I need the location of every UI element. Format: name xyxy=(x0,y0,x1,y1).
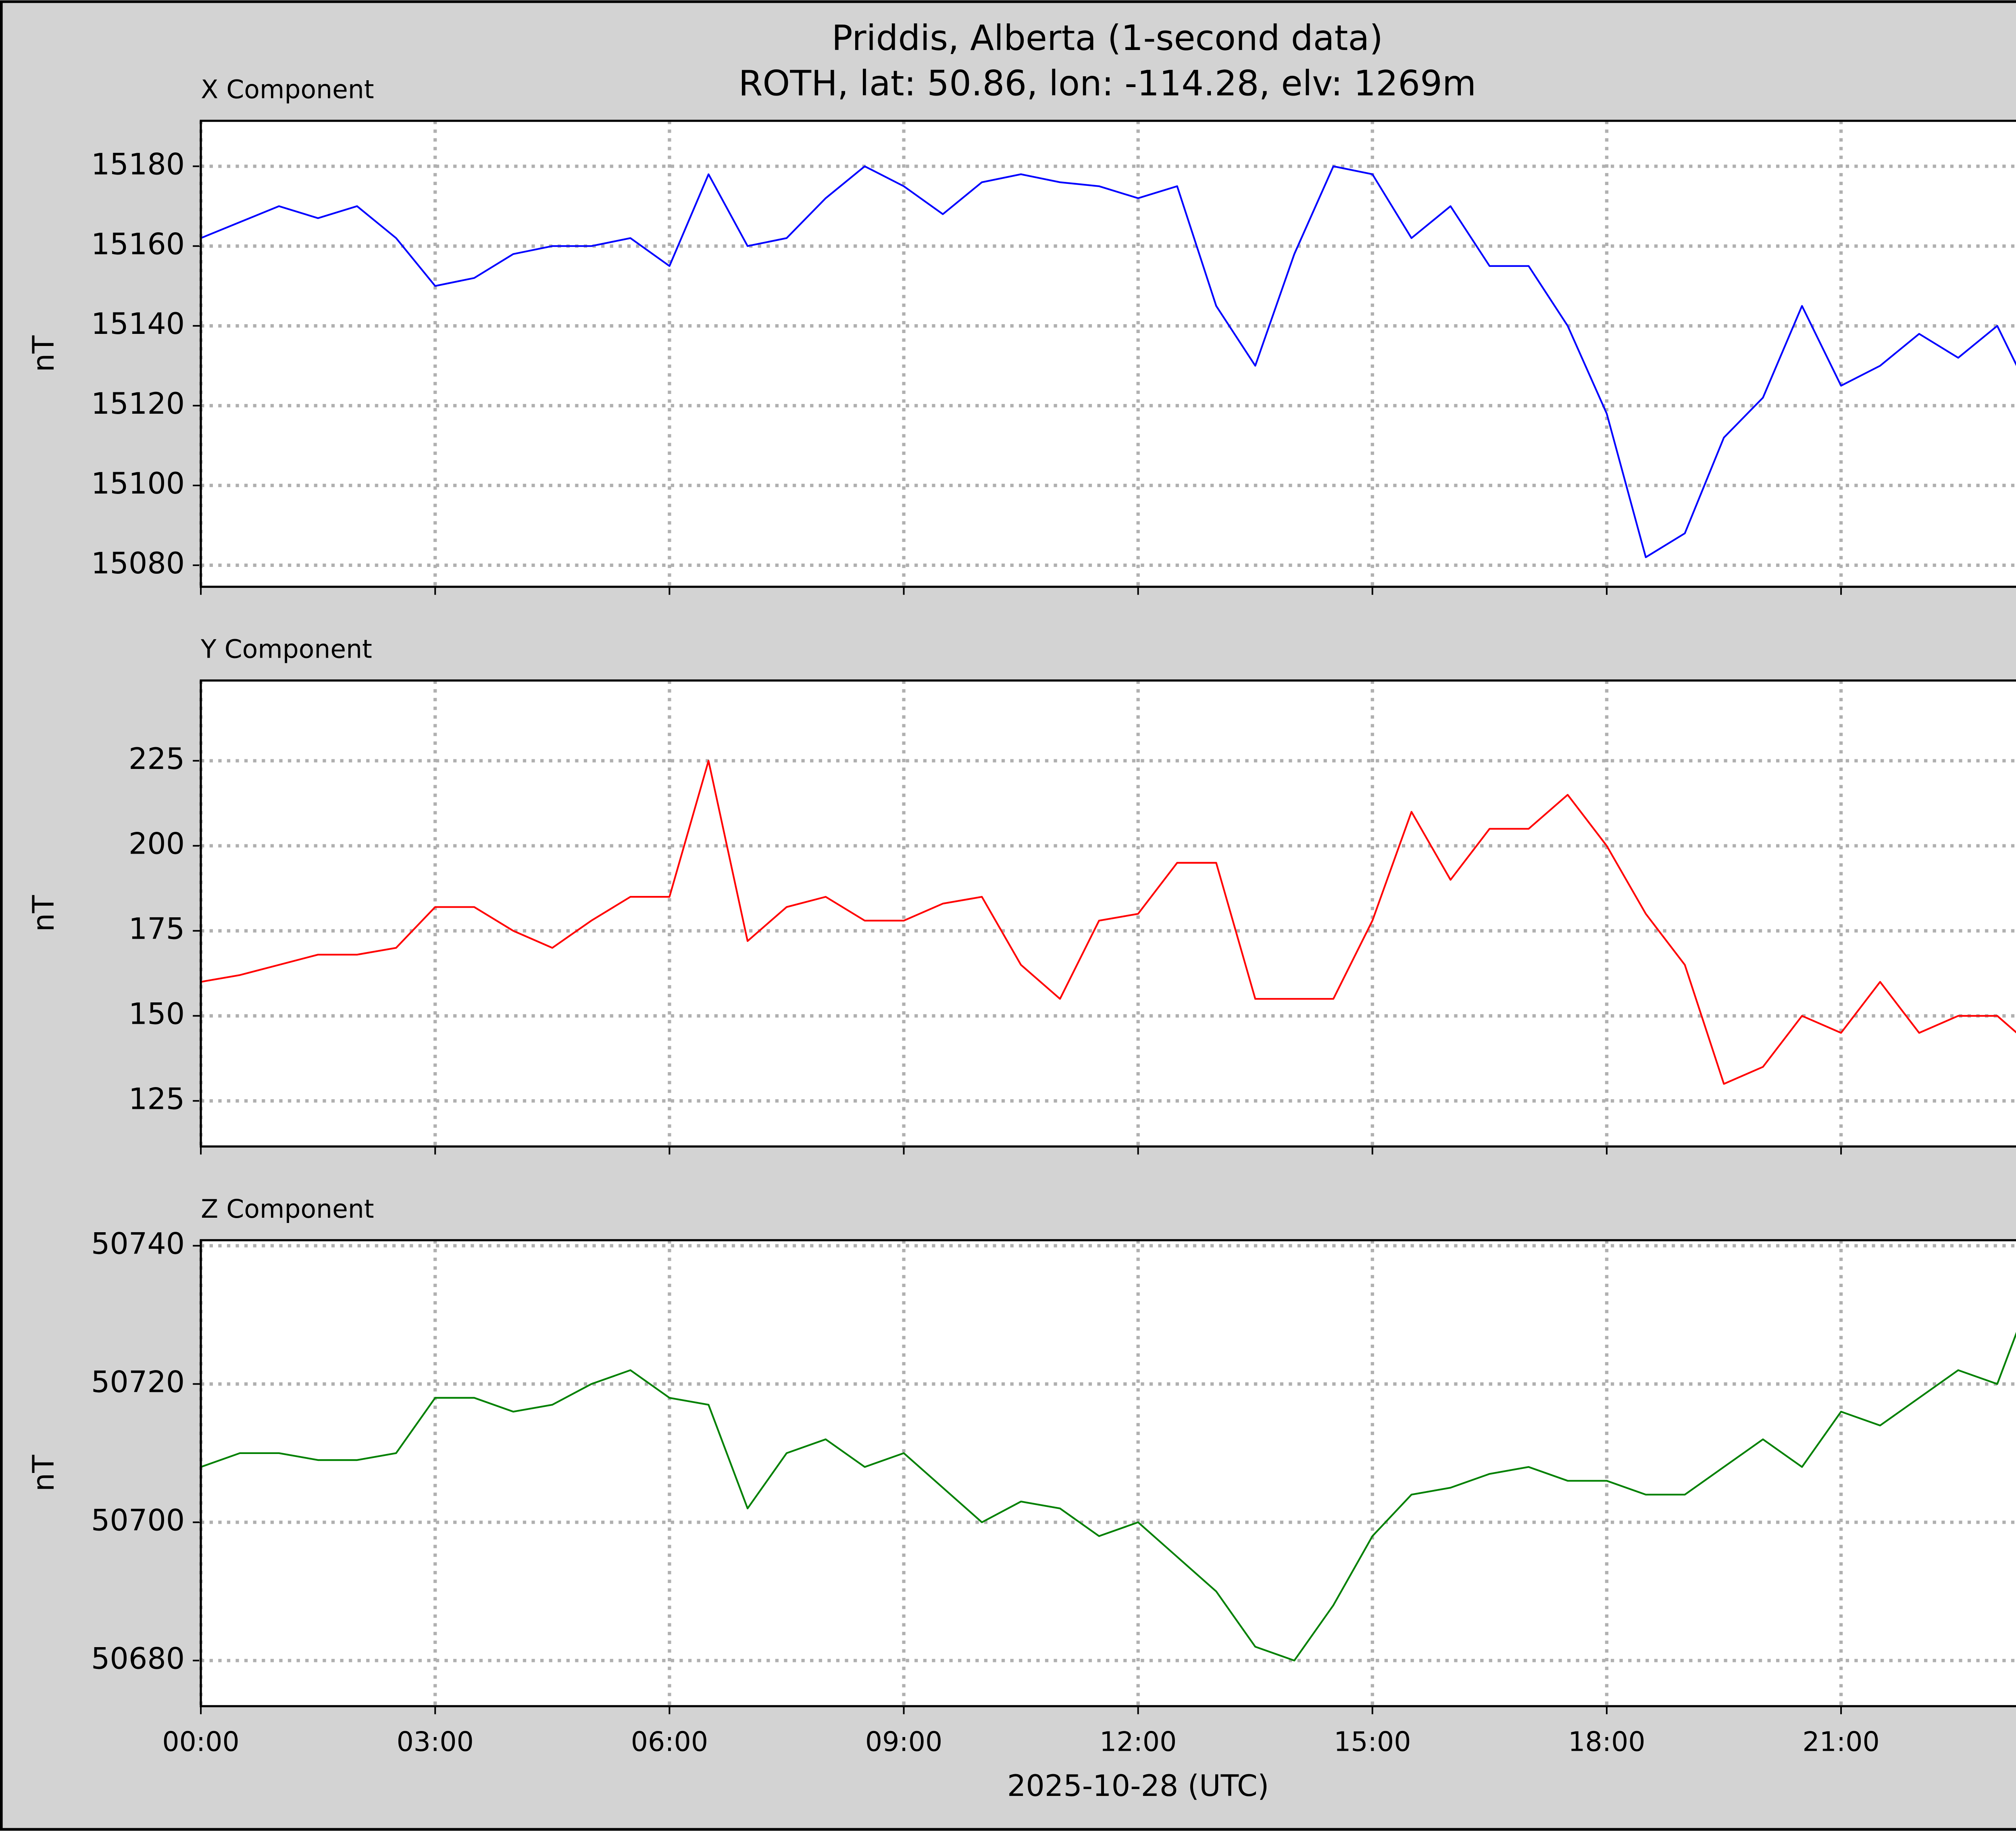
y-tick-label: 15160 xyxy=(91,227,185,261)
plot-frame xyxy=(200,1239,2016,1708)
x-tick-label: 03:00 xyxy=(397,1726,474,1757)
y-tick-label: 15120 xyxy=(91,387,185,421)
y-tick-label: 50740 xyxy=(91,1227,185,1261)
y-tick-label: 225 xyxy=(129,742,185,776)
data-line xyxy=(200,760,2016,1085)
figure-title: Priddis, Alberta (1-second data) xyxy=(832,18,1383,58)
figure-subtitle: ROTH, lat: 50.86, lon: -114.28, elv: 126… xyxy=(738,64,1476,104)
y-tick-label: 15100 xyxy=(91,467,185,501)
y-tick-label: 50700 xyxy=(91,1503,185,1537)
y-tick-label: 15140 xyxy=(91,307,185,341)
x-tick-label: 06:00 xyxy=(631,1726,708,1757)
y-axis-label: nT xyxy=(27,895,61,932)
plot-area xyxy=(201,121,2016,587)
x-tick-label: 21:00 xyxy=(1802,1726,1879,1757)
y-tick-label: 175 xyxy=(129,912,185,946)
y-tick-label: 200 xyxy=(129,827,185,861)
plot-frame xyxy=(200,679,2016,1148)
x-tick-label: 09:00 xyxy=(865,1726,942,1757)
panel-title: Z Component xyxy=(201,1194,374,1224)
x-tick-label: 18:00 xyxy=(1568,1726,1645,1757)
y-tick-label: 15180 xyxy=(91,147,185,181)
data-line xyxy=(200,165,2016,558)
y-tick-label: 50720 xyxy=(91,1365,185,1399)
y-tick-label: 125 xyxy=(129,1082,185,1116)
x-tick-label: 00:00 xyxy=(162,1726,239,1757)
plot-area xyxy=(201,680,2016,1147)
y-axis-label: nT xyxy=(27,335,61,372)
y-axis-label: nT xyxy=(27,1455,61,1491)
panel-title: X Component xyxy=(201,75,374,104)
data-line xyxy=(200,1331,2016,1662)
x-axis-label: 2025-10-28 (UTC) xyxy=(1007,1769,1269,1803)
x-tick-label: 12:00 xyxy=(1100,1726,1177,1757)
plot-area xyxy=(201,1240,2016,1706)
plot-frame xyxy=(200,119,2016,588)
y-tick-label: 50680 xyxy=(91,1641,185,1676)
y-tick-label: 150 xyxy=(129,997,185,1031)
panel-title: Y Component xyxy=(200,634,372,664)
x-tick-label: 15:00 xyxy=(1334,1726,1411,1757)
y-tick-label: 15080 xyxy=(91,546,185,581)
